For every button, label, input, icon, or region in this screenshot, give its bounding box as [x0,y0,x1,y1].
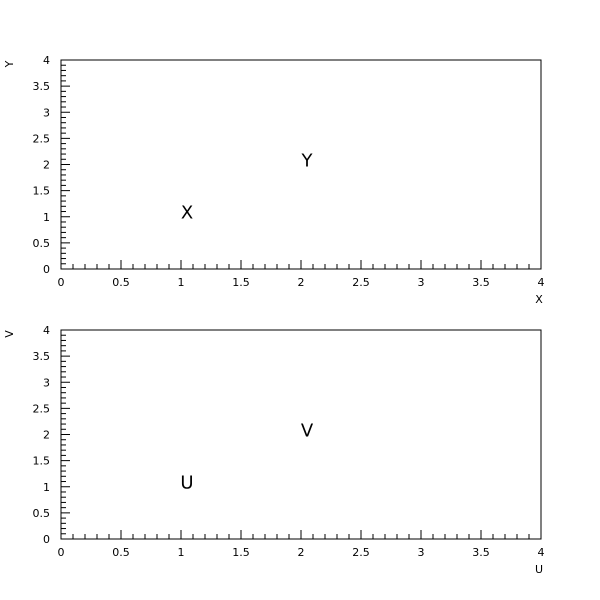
top-y-tick-label: 1.5 [33,185,51,198]
bottom-x-tick-label: 0.5 [112,546,130,559]
top-x-tick-label: 2.5 [352,276,370,289]
top-x-axis-title: X [535,293,543,306]
top-y-tick-label: 2 [43,159,50,172]
top-data-point-x: X [181,203,193,224]
bottom-y-tick-label: 1.5 [33,455,51,468]
bottom-x-tick-label: 1.5 [232,546,250,559]
bottom-y-tick-label: 0.5 [33,507,51,520]
bottom-y-tick-label: 3 [43,376,50,389]
top-x-tick-label: 3 [418,276,425,289]
top-x-tick-label: 1.5 [232,276,250,289]
top-y-tick-label: 3 [43,106,50,119]
top-y-tick-label: 3.5 [33,80,51,93]
bottom-y-tick-label: 4 [43,324,50,337]
top-data-point-y: Y [301,150,314,171]
bottom-x-tick-label: 4 [538,546,545,559]
bottom-x-tick-label: 0 [58,546,65,559]
bottom-data-point-v: V [301,420,314,441]
bottom-x-tick-label: 1 [178,546,185,559]
top-plot-panel: 0 0.5 1 1.5 2 2.5 3 3.5 4 0 0.5 1 1.5 2 2.5 3 3.5 4 X Y X Y [3,54,545,306]
bottom-x-tick-label: 2 [298,546,305,559]
top-y-tick-label: 1 [43,211,50,224]
bottom-y-axis-title: V [3,330,16,338]
top-y-tick-label: 0.5 [33,237,51,250]
bottom-x-axis-title: U [535,563,543,576]
bottom-data-point-u: U [180,473,193,494]
bottom-y-tick-label: 3.5 [33,350,51,363]
bottom-y-tick-label: 0 [43,533,50,546]
top-y-axis-title: Y [3,60,16,68]
top-x-tick-label: 2 [298,276,305,289]
top-y-tick-label: 0 [43,263,50,276]
top-x-tick-label: 3.5 [472,276,490,289]
top-x-tick-label: 4 [538,276,545,289]
bottom-plot-panel: 0 0.5 1 1.5 2 2.5 3 3.5 4 0 0.5 1 1.5 2 2.5 3 3.5 4 U V U V [3,324,545,576]
top-y-tick-label: 4 [43,54,50,67]
bottom-y-tick-label: 2 [43,429,50,442]
top-x-tick-label: 0 [58,276,65,289]
bottom-x-tick-label: 3.5 [472,546,490,559]
top-x-tick-label: 1 [178,276,185,289]
bottom-x-tick-label: 2.5 [352,546,370,559]
top-y-tick-label: 2.5 [33,132,51,145]
bottom-x-tick-label: 3 [418,546,425,559]
top-x-tick-label: 0.5 [112,276,130,289]
bottom-y-tick-label: 2.5 [33,402,51,415]
bottom-y-tick-label: 1 [43,481,50,494]
